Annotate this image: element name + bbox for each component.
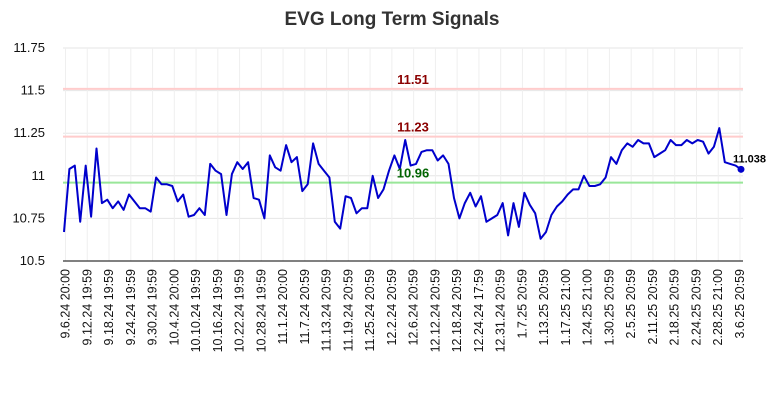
y-tick-label: 11 — [32, 168, 46, 183]
x-tick-label: 11.1.24 20:00 — [276, 269, 290, 345]
x-tick-label: 1.30.25 20:59 — [602, 269, 616, 346]
x-tick-label: 1.17.25 21:00 — [559, 269, 573, 346]
last-value: 11.038 — [733, 153, 766, 173]
x-tick-label: 12.31.24 20:59 — [494, 269, 508, 352]
x-tick-label: 2.5.25 20:59 — [624, 269, 638, 339]
last-value-label: 11.038 — [733, 153, 766, 165]
x-tick-label: 3.6.25 20:59 — [733, 269, 747, 339]
x-tick-label: 10.10.24 19:59 — [189, 269, 203, 352]
last-value-marker — [737, 165, 745, 173]
x-tick-labels: 9.6.24 20:00 9.12.24 19:59 9.18.24 19:59 9.… — [59, 269, 748, 352]
x-tick-label: 11.13.24 20:59 — [320, 269, 334, 352]
x-tick-label: 11.7.24 20:59 — [298, 269, 312, 345]
x-tick-label: 1.7.25 20:59 — [515, 269, 529, 339]
grid — [63, 47, 743, 262]
y-tick-label: 11.5 — [21, 83, 45, 98]
y-tick-label: 10.5 — [20, 253, 45, 268]
x-tick-label: 9.18.24 19:59 — [102, 269, 116, 346]
x-tick-label: 2.24.25 20:59 — [689, 269, 703, 346]
x-tick-label: 10.22.24 19:59 — [233, 269, 247, 352]
x-tick-label: 9.12.24 19:59 — [80, 269, 94, 346]
x-tick-label: 2.28.25 21:00 — [711, 269, 725, 346]
chart-title: EVG Long Term Signals — [284, 9, 499, 30]
x-tick-label: 9.6.24 20:00 — [59, 269, 73, 339]
signal-level-label: 10.96 — [397, 166, 430, 181]
x-tick-label: 1.13.25 20:59 — [537, 269, 551, 346]
y-tick-labels: 10.5 10.75 11 11.25 11.5 11.75 — [12, 40, 45, 268]
x-tick-label: 2.11.25 20:59 — [646, 269, 660, 345]
x-tick-label: 11.25.24 20:59 — [363, 269, 377, 352]
y-tick-label: 11.25 — [13, 125, 45, 140]
signal-level-label: 11.23 — [397, 120, 429, 135]
x-tick-label: 12.12.24 20:59 — [428, 269, 442, 352]
price-line — [63, 127, 742, 240]
x-tick-label: 10.4.24 20:00 — [167, 269, 181, 346]
x-tick-label: 9.30.24 19:59 — [146, 269, 160, 346]
price-series — [63, 127, 742, 240]
x-tick-label: 12.6.24 20:59 — [407, 269, 421, 346]
x-tick-label: 10.28.24 19:59 — [254, 269, 268, 352]
y-tick-label: 10.75 — [12, 210, 45, 225]
x-tick-label: 10.16.24 19:59 — [211, 269, 225, 352]
x-tick-label: 2.18.25 20:59 — [668, 269, 682, 346]
signal-level-labels: 11.51 11.23 10.96 — [397, 72, 430, 181]
x-tick-label: 11.19.24 20:59 — [341, 269, 355, 352]
x-tick-label: 12.18.24 20:59 — [450, 269, 464, 352]
x-tick-label: 12.24.24 17:59 — [472, 269, 486, 352]
x-tick-label: 9.24.24 19:59 — [124, 269, 138, 346]
signal-level-label: 11.51 — [397, 72, 429, 87]
x-tick-label: 1.24.25 21:00 — [581, 269, 595, 346]
x-tick-label: 12.2.24 20:59 — [385, 269, 399, 346]
signal-levels — [63, 87, 743, 184]
y-tick-label: 11.75 — [13, 40, 45, 55]
